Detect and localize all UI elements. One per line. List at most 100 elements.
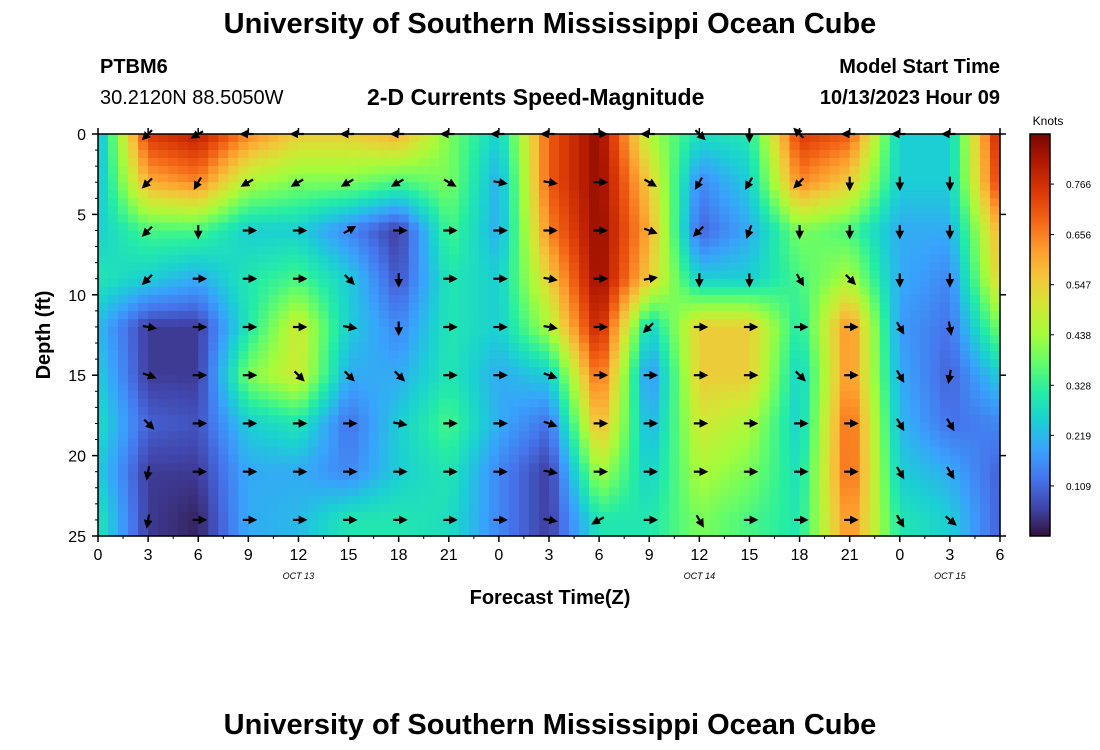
- heatmap-cell: [388, 142, 400, 151]
- heatmap-cell: [398, 166, 410, 175]
- heatmap-cell: [338, 254, 350, 264]
- colorbar-gradient: [1029, 133, 1051, 537]
- heatmap-cell: [729, 359, 741, 368]
- heatmap-cell: [989, 527, 1001, 537]
- heatmap-cell: [408, 343, 420, 352]
- heatmap-cell: [438, 198, 450, 207]
- heatmap-cell: [629, 158, 640, 167]
- heatmap-cell: [909, 222, 921, 232]
- heatmap-cell: [799, 431, 811, 441]
- heatmap-cell: [689, 318, 700, 328]
- heatmap-cell: [869, 391, 881, 400]
- current-arrow: [142, 371, 157, 380]
- heatmap-cell: [368, 399, 380, 408]
- heatmap-cell: [819, 335, 831, 344]
- heatmap-cell: [839, 214, 851, 224]
- heatmap-cell: [428, 174, 440, 183]
- heatmap-cell: [208, 230, 219, 240]
- heatmap-cell: [168, 463, 179, 473]
- heatmap-cell: [398, 439, 410, 449]
- heatmap-cell: [849, 190, 861, 199]
- heatmap-cell: [609, 174, 620, 183]
- heatmap-cell: [599, 302, 610, 312]
- heatmap-cell: [879, 391, 891, 400]
- heatmap-cell: [458, 479, 470, 489]
- heatmap-cell: [208, 134, 219, 143]
- current-arrow: [143, 514, 153, 529]
- heatmap-cell: [458, 359, 470, 368]
- heatmap-cell: [889, 431, 901, 441]
- heatmap-cell: [298, 407, 310, 416]
- heatmap-cell: [809, 399, 821, 408]
- heatmap-cell: [498, 359, 510, 368]
- heatmap-cell: [889, 359, 901, 368]
- heatmap-cell: [158, 375, 169, 384]
- heatmap-cell: [839, 343, 851, 352]
- heatmap-cell: [819, 407, 831, 416]
- heatmap-cell: [839, 286, 851, 296]
- heatmap-cell: [909, 351, 921, 360]
- heatmap-cell: [498, 254, 510, 264]
- heatmap-cell: [358, 519, 370, 529]
- heatmap-cell: [278, 503, 290, 513]
- x-tick-label: 0: [494, 547, 503, 564]
- heatmap-cell: [498, 335, 510, 344]
- heatmap-cell: [789, 174, 801, 183]
- heatmap-cell: [188, 423, 199, 433]
- heatmap-cell: [128, 198, 139, 207]
- heatmap-cell: [769, 431, 781, 441]
- heatmap-cell: [899, 326, 911, 336]
- heatmap-cell: [599, 182, 610, 191]
- heatmap-cell: [659, 439, 670, 449]
- heatmap-cell: [649, 134, 660, 143]
- heatmap-cell: [819, 214, 831, 224]
- heatmap-cell: [508, 439, 520, 449]
- heatmap-cell: [559, 190, 570, 199]
- heatmap-cell: [338, 439, 350, 449]
- heatmap-cell: [128, 439, 139, 449]
- heatmap-cell: [979, 150, 991, 159]
- heatmap-cell: [238, 286, 249, 296]
- heatmap-cell: [488, 447, 500, 457]
- heatmap-cell: [528, 230, 540, 240]
- heatmap-cell: [919, 423, 931, 433]
- heatmap-cell: [488, 463, 500, 473]
- heatmap-cell: [258, 423, 269, 433]
- heatmap-cell: [528, 383, 540, 392]
- heatmap-cell: [208, 367, 219, 376]
- heatmap-cell: [358, 463, 370, 473]
- heatmap-cell: [348, 471, 360, 481]
- heatmap-cell: [659, 415, 670, 425]
- heatmap-cell: [799, 343, 811, 352]
- heatmap-cell: [599, 238, 610, 248]
- heatmap-cell: [428, 359, 440, 368]
- heatmap-cell: [799, 134, 811, 143]
- heatmap-cell: [278, 423, 290, 433]
- heatmap-cell: [188, 407, 199, 416]
- heatmap-cell: [959, 214, 971, 224]
- heatmap-cell: [589, 415, 600, 425]
- heatmap-cell: [629, 310, 640, 320]
- current-arrow: [141, 177, 153, 189]
- heatmap-cell: [679, 150, 690, 159]
- heatmap-cell: [909, 270, 921, 280]
- x-tick-label: 6: [595, 547, 604, 564]
- heatmap-cell: [879, 415, 891, 425]
- heatmap-cell: [368, 407, 380, 416]
- heatmap-cell: [268, 278, 279, 288]
- heatmap-cell: [258, 487, 269, 497]
- heatmap-cell: [849, 519, 861, 529]
- heatmap-cell: [659, 359, 670, 368]
- heatmap-cell: [178, 214, 189, 224]
- heatmap-cell: [569, 439, 580, 449]
- heatmap-cell: [589, 158, 600, 167]
- heatmap-cell: [939, 238, 951, 248]
- heatmap-cell: [749, 262, 761, 272]
- heatmap-cell: [919, 367, 931, 376]
- heatmap-cell: [989, 278, 1001, 288]
- current-arrow: [944, 515, 957, 526]
- heatmap-cell: [619, 447, 630, 457]
- heatmap-cell: [709, 318, 720, 328]
- heatmap-cell: [488, 479, 500, 489]
- heatmap-cell: [298, 351, 310, 360]
